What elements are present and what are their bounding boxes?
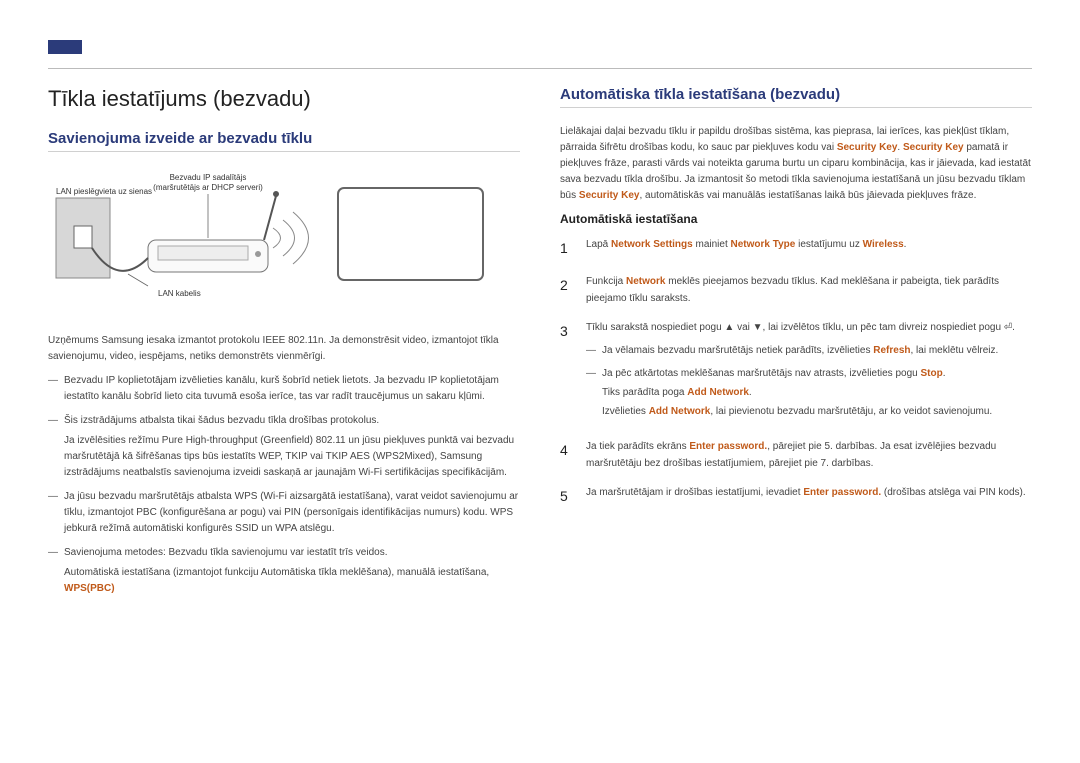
keyword-wps-pbc: WPS(PBC) bbox=[64, 583, 115, 594]
diagram-label-left: LAN pieslēgvieta uz sienas bbox=[56, 187, 152, 196]
substeps: Ja vēlamais bezvadu maršrutētājs netiek … bbox=[586, 342, 1015, 420]
diagram-label-bottom: LAN kabelis bbox=[158, 289, 201, 298]
bullet-item: Bezvadu IP koplietotājam izvēlieties kan… bbox=[48, 373, 520, 405]
step-body: Ja maršrutētājam ir drošības iestatījumi… bbox=[586, 484, 1026, 509]
left-column: Tīkla iestatījums (bezvadu) Savienojuma … bbox=[48, 86, 520, 605]
section-title-left: Savienojuma izveide ar bezvadu tīklu bbox=[48, 130, 520, 152]
step-body: Tīklu sarakstā nospiediet pogu ▲ vai ▼, … bbox=[586, 319, 1015, 426]
step-number: 2 bbox=[560, 273, 574, 307]
content-columns: Tīkla iestatījums (bezvadu) Savienojuma … bbox=[0, 60, 1080, 605]
page-title: Tīkla iestatījums (bezvadu) bbox=[48, 86, 520, 112]
step-body: Lapā Network Settings mainiet Network Ty… bbox=[586, 236, 906, 261]
keyword: Security Key bbox=[903, 142, 964, 153]
step-item: 1 Lapā Network Settings mainiet Network T… bbox=[560, 236, 1032, 261]
bullet-item: Savienojuma metodes: Bezvadu tīkla savie… bbox=[48, 545, 520, 597]
header-accent-bar bbox=[48, 40, 82, 54]
step-body: Ja tiek parādīts ekrāns Enter password.,… bbox=[586, 438, 1032, 472]
keyword: Security Key bbox=[837, 142, 898, 153]
keyword: Wireless bbox=[863, 239, 904, 250]
right-intro: Lielākajai daļai bezvadu tīklu ir papild… bbox=[560, 124, 1032, 204]
step-number: 5 bbox=[560, 484, 574, 509]
step-item: 4 Ja tiek parādīts ekrāns Enter password.… bbox=[560, 438, 1032, 472]
substep-item: Ja vēlamais bezvadu maršrutētājs netiek … bbox=[586, 342, 1015, 359]
step-number: 4 bbox=[560, 438, 574, 472]
substep-item: Ja pēc atkārtotas meklēšanas maršrutētāj… bbox=[586, 365, 1015, 420]
step-body: Funkcija Network meklēs pieejamos bezvad… bbox=[586, 273, 1032, 307]
right-subheading: Automātiskā iestatīšana bbox=[560, 212, 1032, 226]
left-bullets: Bezvadu IP koplietotājam izvēlieties kan… bbox=[48, 373, 520, 597]
diagram-label-sub: (maršrutētājs ar DHCP serveri) bbox=[153, 183, 263, 192]
step-item: 2 Funkcija Network meklēs pieejamos bezva… bbox=[560, 273, 1032, 307]
connection-diagram: Bezvadu IP sadalītājs (maršrutētājs ar D… bbox=[48, 168, 520, 323]
keyword: Stop bbox=[920, 368, 942, 379]
bullet-item: Šis izstrādājums atbalsta tikai šādus be… bbox=[48, 413, 520, 481]
step-number: 3 bbox=[560, 319, 574, 426]
header-divider bbox=[48, 68, 1032, 69]
left-intro: Uzņēmums Samsung iesaka izmantot protoko… bbox=[48, 333, 520, 365]
setup-steps: 1 Lapā Network Settings mainiet Network T… bbox=[560, 236, 1032, 509]
step-item: 5 Ja maršrutētājam ir drošības iestatījum… bbox=[560, 484, 1032, 509]
keyword: Add Network bbox=[649, 406, 711, 417]
keyword: Add Network bbox=[687, 387, 749, 398]
page-header bbox=[0, 0, 1080, 60]
keyword: Enter password. bbox=[803, 487, 881, 498]
keyword: Network Type bbox=[731, 239, 796, 250]
keyword: Security Key bbox=[579, 190, 640, 201]
step-item: 3Tīklu sarakstā nospiediet pogu ▲ vai ▼,… bbox=[560, 319, 1032, 426]
right-column: Automātiska tīkla iestatīšana (bezvadu) … bbox=[560, 86, 1032, 605]
section-title-right: Automātiska tīkla iestatīšana (bezvadu) bbox=[560, 86, 1032, 108]
keyword: Enter password. bbox=[689, 441, 767, 452]
step-number: 1 bbox=[560, 236, 574, 261]
diagram-label-top: Bezvadu IP sadalītājs bbox=[170, 173, 247, 182]
keyword: Refresh bbox=[873, 345, 910, 356]
keyword: Network Settings bbox=[611, 239, 693, 250]
keyword: Network bbox=[626, 276, 665, 287]
bullet-item: Ja jūsu bezvadu maršrutētājs atbalsta WP… bbox=[48, 489, 520, 537]
